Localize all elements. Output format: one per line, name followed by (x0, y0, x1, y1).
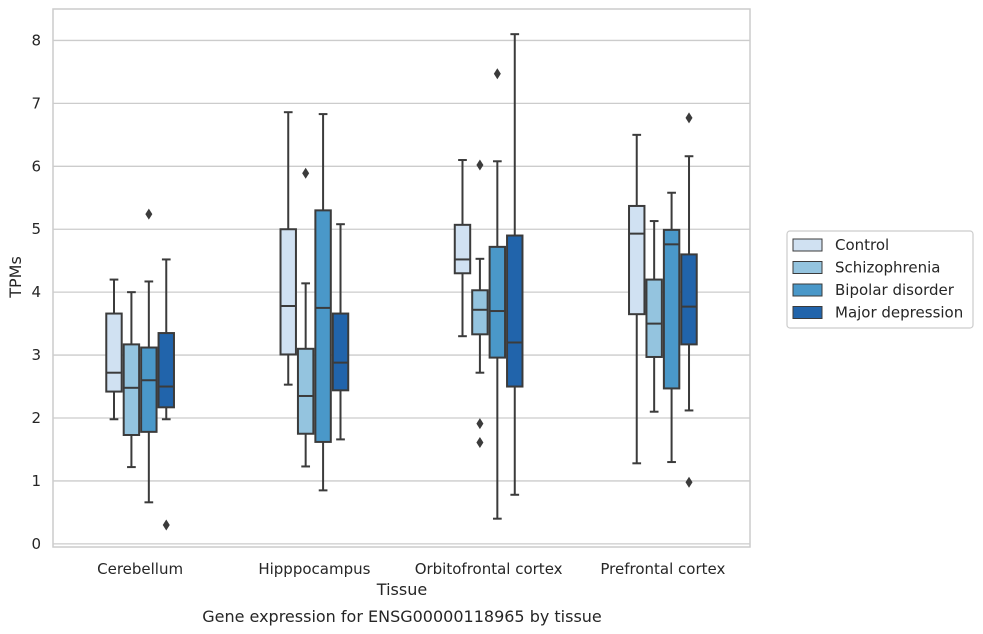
iqr-box (105, 312, 123, 393)
box-major-depression-hipppocampus (331, 223, 350, 441)
box-bipolar-disorder-orbitofrontal-cortex (488, 68, 507, 520)
iqr-box (471, 289, 489, 336)
y-tick-label: 5 (31, 220, 41, 238)
y-axis-title: TPMs (6, 256, 25, 299)
iqr-box (314, 209, 332, 443)
y-tick-label: 8 (31, 31, 41, 49)
box-schizophrenia-hipppocampus (296, 167, 315, 468)
y-tick-label: 7 (31, 94, 41, 112)
iqr-box (140, 346, 158, 433)
outlier-point (476, 159, 484, 171)
legend-swatch-control (792, 238, 823, 252)
iqr-box (680, 253, 698, 346)
y-tick-labels: 0 1 2 3 4 5 6 7 8 (31, 31, 41, 552)
iqr-box (331, 312, 350, 392)
legend: Control Schizophrenia Bipolar disorder Majo… (786, 230, 974, 329)
outlier-point (145, 208, 153, 220)
legend-swatch-bipolar-disorder (792, 283, 823, 297)
legend-label-control: Control (835, 236, 889, 254)
x-tick-labels: Cerebellum Hipppocampus Orbitofrontal cort… (97, 560, 725, 578)
x-tick-label: Prefrontal cortex (600, 560, 725, 578)
outlier-point (302, 167, 310, 179)
outlier-point (493, 68, 501, 80)
iqr-box (122, 343, 141, 436)
chart-caption: Gene expression for ENSG00000118965 by t… (202, 607, 602, 626)
y-tick-label: 1 (31, 472, 41, 490)
iqr-box (506, 234, 524, 388)
iqr-box (662, 228, 681, 390)
legend-swatch-major-depression (792, 306, 823, 319)
box-major-depression-prefrontal-cortex (680, 112, 698, 488)
box-schizophrenia-cerebellum (122, 291, 141, 469)
legend-frame (786, 230, 974, 329)
plot-frame (52, 8, 751, 548)
x-tick-label: Orbitofrontal cortex (415, 560, 563, 578)
legend-label-schizophrenia: Schizophrenia (835, 259, 940, 277)
outlier-point (476, 437, 484, 449)
legend-label-major-depression: Major depression (835, 304, 963, 322)
box-major-depression-cerebellum (157, 258, 175, 531)
x-tick-label: Hipppocampus (258, 560, 370, 578)
box-control-orbitofrontal-cortex (453, 159, 472, 338)
y-tick-label: 0 (31, 535, 41, 553)
iqr-box (453, 223, 472, 275)
y-tick-label: 6 (31, 157, 41, 175)
iqr-box (488, 245, 507, 359)
box-schizophrenia-orbitofrontal-cortex (471, 159, 489, 449)
x-axis-title: Tissue (376, 580, 427, 599)
box-bipolar-disorder-hipppocampus (314, 113, 332, 492)
legend-swatch-schizophrenia (792, 261, 823, 274)
y-tick-label: 4 (31, 283, 41, 301)
legend-label-bipolar-disorder: Bipolar disorder (835, 281, 955, 299)
outlier-point (685, 112, 693, 124)
iqr-box (645, 278, 663, 358)
box-control-hipppocampus (279, 111, 297, 386)
y-tick-label: 2 (31, 409, 41, 427)
outlier-point (685, 476, 693, 488)
outlier-point (476, 418, 484, 430)
iqr-box (296, 347, 315, 435)
box-control-cerebellum (105, 278, 123, 421)
box-control-prefrontal-cortex (628, 133, 646, 465)
box-bipolar-disorder-prefrontal-cortex (662, 191, 681, 464)
iqr-box (157, 332, 175, 409)
box-plot-boxes (105, 33, 698, 531)
y-tick-label: 3 (31, 346, 41, 364)
box-schizophrenia-prefrontal-cortex (645, 220, 663, 413)
x-tick-label: Cerebellum (97, 560, 183, 578)
box-bipolar-disorder-cerebellum (140, 208, 158, 504)
outlier-point (162, 519, 170, 531)
box-major-depression-orbitofrontal-cortex (506, 33, 524, 496)
iqr-box (279, 228, 297, 356)
iqr-box (628, 204, 646, 316)
